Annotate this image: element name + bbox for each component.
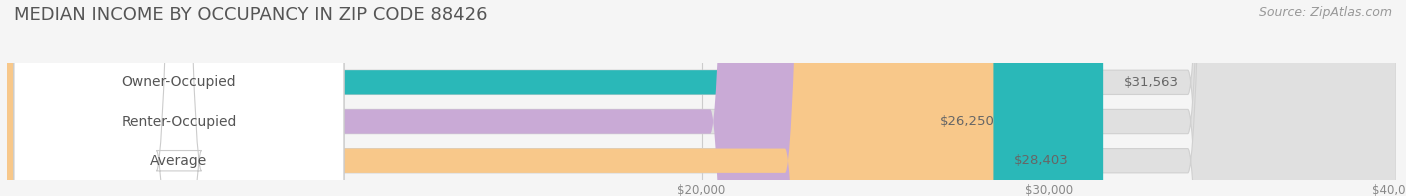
FancyBboxPatch shape — [7, 0, 1396, 196]
Text: Average: Average — [150, 154, 208, 168]
FancyBboxPatch shape — [14, 0, 344, 196]
Text: Owner-Occupied: Owner-Occupied — [122, 75, 236, 89]
FancyBboxPatch shape — [7, 0, 1396, 196]
Text: $31,563: $31,563 — [1123, 76, 1180, 89]
FancyBboxPatch shape — [14, 0, 344, 196]
FancyBboxPatch shape — [7, 0, 994, 196]
Text: $28,403: $28,403 — [1014, 154, 1069, 167]
Text: Source: ZipAtlas.com: Source: ZipAtlas.com — [1258, 6, 1392, 19]
FancyBboxPatch shape — [14, 0, 344, 196]
FancyBboxPatch shape — [7, 0, 1396, 196]
FancyBboxPatch shape — [7, 0, 918, 196]
Text: $26,250: $26,250 — [939, 115, 994, 128]
Text: Renter-Occupied: Renter-Occupied — [121, 114, 236, 129]
FancyBboxPatch shape — [7, 0, 1104, 196]
Text: MEDIAN INCOME BY OCCUPANCY IN ZIP CODE 88426: MEDIAN INCOME BY OCCUPANCY IN ZIP CODE 8… — [14, 6, 488, 24]
